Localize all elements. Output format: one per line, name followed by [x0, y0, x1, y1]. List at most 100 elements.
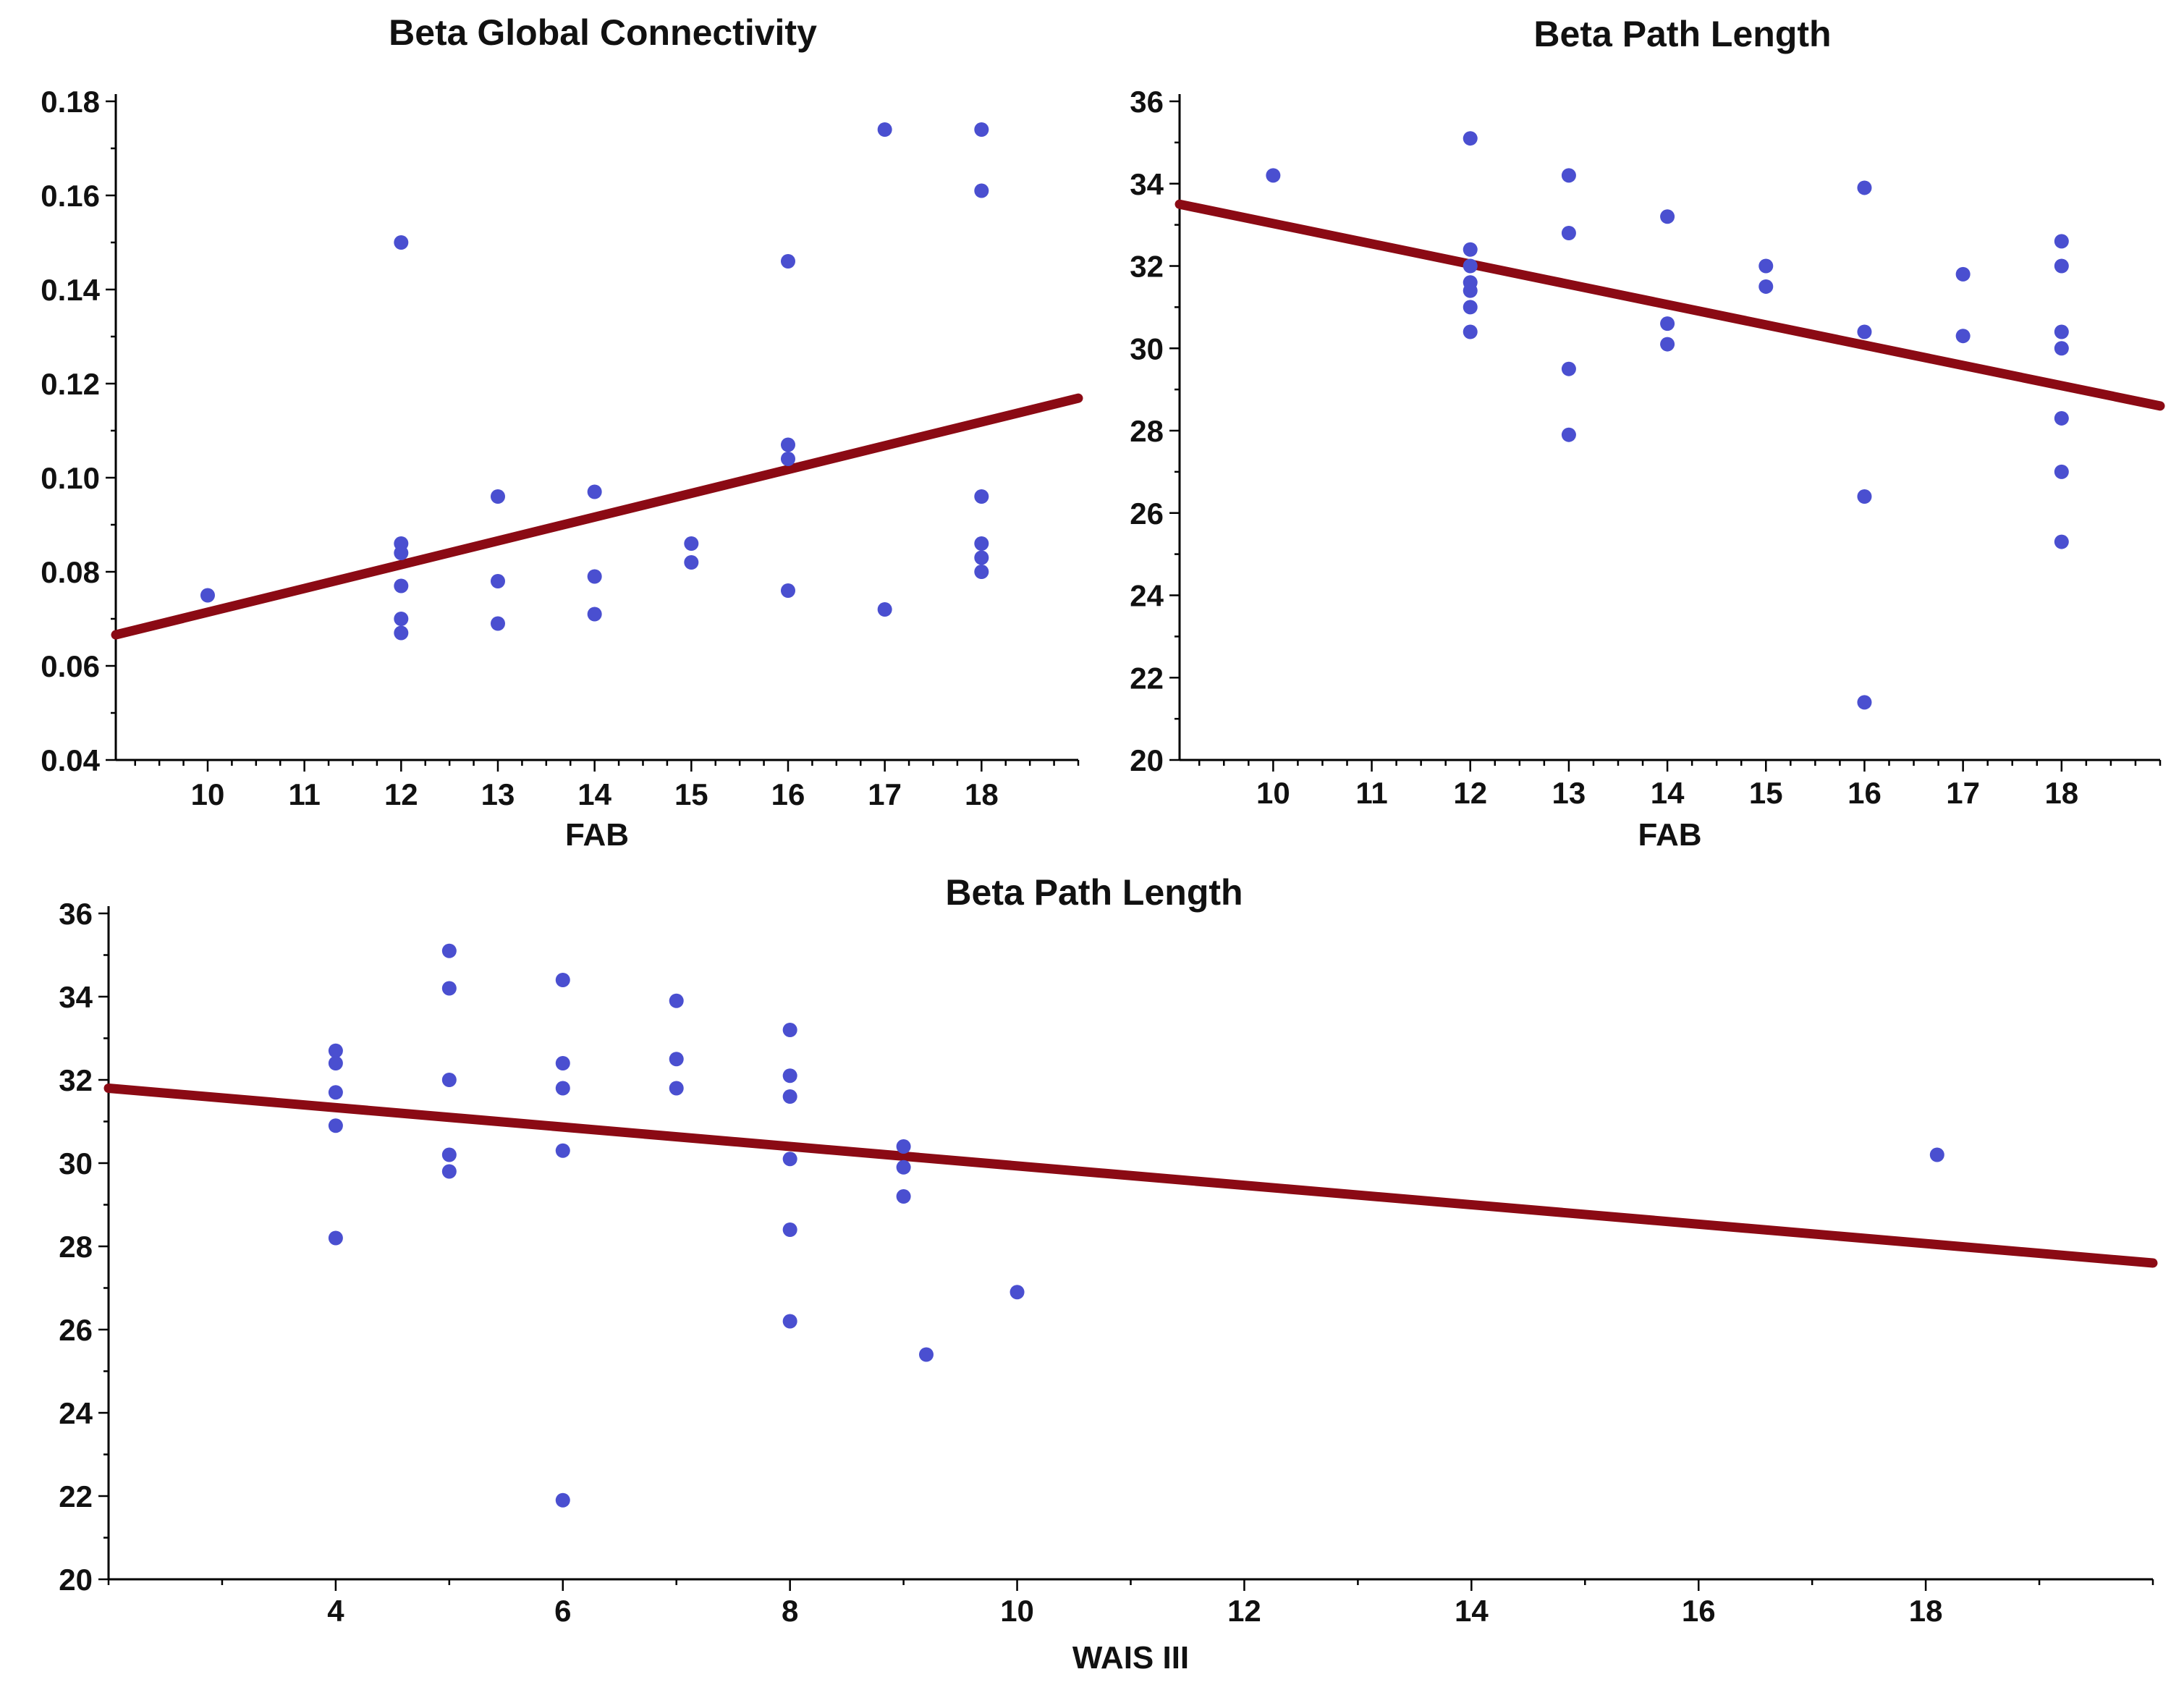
- data-point: [782, 1314, 797, 1329]
- data-point: [974, 536, 989, 551]
- chart-panel-global-connectivity: Beta Global Connectivity 0.04 0.06 0.08 0.10…: [41, 12, 1083, 853]
- data-point: [394, 625, 409, 641]
- y-tick-label: 0.12: [41, 367, 100, 401]
- data-point: [555, 1081, 570, 1096]
- x-tick-label: 8: [782, 1594, 798, 1628]
- data-point: [1857, 695, 1872, 710]
- x-tick-label: 6: [554, 1594, 571, 1628]
- y-tick-label: 20: [1130, 743, 1164, 777]
- y-tick-label: 34: [1130, 167, 1164, 201]
- data-point: [2054, 534, 2069, 549]
- x-tick-label: 14: [577, 777, 611, 811]
- data-point: [394, 235, 409, 250]
- data-point: [877, 122, 892, 137]
- data-point: [780, 583, 795, 598]
- data-point: [1463, 300, 1478, 315]
- data-point: [896, 1139, 911, 1154]
- data-point: [1660, 337, 1675, 352]
- data-point: [328, 1056, 343, 1070]
- x-tick-label: 13: [1552, 776, 1586, 810]
- data-point: [328, 1230, 343, 1246]
- data-point: [896, 1160, 911, 1175]
- data-point: [587, 607, 602, 622]
- data-point: [394, 546, 409, 560]
- x-tick-label: 15: [1749, 776, 1783, 810]
- data-point: [328, 1085, 343, 1100]
- data-point: [782, 1089, 797, 1104]
- x-tick-label: 18: [1909, 1594, 1943, 1628]
- x-tick-label: 16: [771, 777, 805, 811]
- y-tick-label: 34: [59, 980, 93, 1014]
- x-tick-label: 16: [1847, 776, 1882, 810]
- data-point: [974, 183, 989, 198]
- data-point: [1561, 427, 1576, 442]
- data-point: [780, 437, 795, 452]
- data-point: [782, 1023, 797, 1037]
- data-point: [669, 993, 684, 1008]
- data-point: [394, 578, 409, 594]
- x-tick-label: 11: [288, 777, 320, 811]
- data-point: [877, 602, 892, 617]
- x-tick-label: 17: [868, 777, 902, 811]
- x-tick-label: 14: [1651, 776, 1685, 810]
- data-point: [555, 1492, 570, 1508]
- x-tick-label: 4: [327, 1594, 344, 1628]
- data-point: [1561, 226, 1576, 240]
- y-tick-label: 32: [59, 1063, 93, 1097]
- data-point: [490, 574, 505, 588]
- data-point: [2054, 324, 2069, 339]
- data-point: [490, 616, 505, 631]
- data-point: [328, 1118, 343, 1133]
- y-tick-label: 20: [59, 1563, 93, 1597]
- data-point: [587, 569, 602, 584]
- chart-title: Beta Global Connectivity: [389, 12, 817, 53]
- x-tick-label: 12: [1227, 1594, 1261, 1628]
- data-point: [1758, 258, 1774, 274]
- data-point: [2054, 341, 2069, 356]
- data-point: [1463, 283, 1478, 298]
- y-tick-label: 0.18: [41, 85, 100, 119]
- data-point: [555, 1143, 570, 1158]
- data-point: [490, 489, 505, 504]
- regression-line: [111, 393, 1083, 640]
- data-point: [1660, 316, 1675, 331]
- data-point: [1266, 168, 1281, 183]
- data-point: [684, 555, 699, 570]
- data-point: [441, 1073, 457, 1087]
- x-tick-label: 10: [1000, 1594, 1034, 1628]
- x-tick-label: 10: [191, 777, 225, 811]
- x-axis-title: FAB: [1638, 817, 1702, 853]
- x-tick-label: 14: [1455, 1594, 1489, 1628]
- y-tick-label: 0.10: [41, 461, 100, 495]
- data-point: [919, 1347, 934, 1362]
- x-axis-title: FAB: [565, 817, 629, 853]
- data-point: [328, 1043, 343, 1058]
- y-tick-label: 30: [59, 1146, 93, 1180]
- regression-line: [103, 1084, 2158, 1268]
- data-point: [1857, 324, 1872, 339]
- data-point: [394, 612, 409, 626]
- data-point: [1857, 180, 1872, 195]
- data-point: [1955, 329, 1971, 344]
- data-point: [1955, 266, 1971, 282]
- y-tick-label: 22: [59, 1479, 93, 1513]
- data-point: [441, 981, 457, 996]
- y-tick-label: 30: [1130, 331, 1164, 366]
- data-point: [441, 1147, 457, 1162]
- x-tick-label: 11: [1355, 776, 1387, 810]
- regression-line: [1174, 199, 2165, 411]
- data-point: [1929, 1147, 1944, 1162]
- x-tick-label: 18: [2044, 776, 2078, 810]
- y-tick-label: 32: [1130, 250, 1164, 284]
- y-tick-label: 24: [1130, 579, 1164, 613]
- data-point: [1463, 324, 1478, 339]
- y-tick-label: 26: [1130, 497, 1164, 531]
- data-point: [780, 452, 795, 466]
- data-point: [782, 1068, 797, 1084]
- data-point: [1010, 1285, 1025, 1300]
- x-axis-title: WAIS III: [1072, 1640, 1189, 1676]
- chart-title: Beta Path Length: [1533, 14, 1831, 54]
- data-point: [587, 484, 602, 499]
- x-tick-label: 12: [1453, 776, 1487, 810]
- data-point: [2054, 258, 2069, 274]
